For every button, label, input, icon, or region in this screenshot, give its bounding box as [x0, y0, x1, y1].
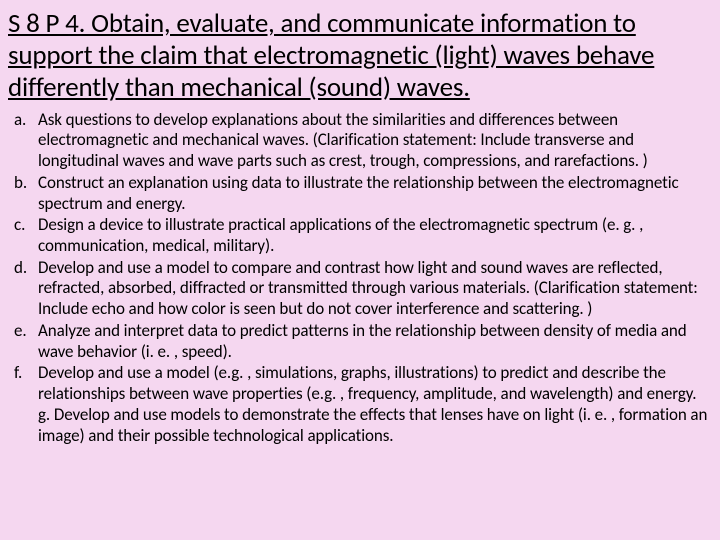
list-item-text: Construct an explanation using data to i… — [38, 173, 708, 214]
list-item-text: Develop and use a model to compare and c… — [38, 258, 708, 320]
list-marker: b. — [8, 173, 38, 214]
list-item-text: Ask questions to develop explanations ab… — [38, 110, 708, 172]
list-marker: c. — [8, 215, 38, 256]
standard-list: a. Ask questions to develop explanations… — [8, 110, 708, 447]
list-item: d. Develop and use a model to compare an… — [8, 258, 708, 320]
list-marker: d. — [8, 258, 38, 320]
list-item-text: Analyze and interpret data to predict pa… — [38, 321, 708, 362]
standard-heading: S 8 P 4. Obtain, evaluate, and communica… — [8, 8, 708, 104]
list-marker: a. — [8, 110, 38, 172]
list-item: b. Construct an explanation using data t… — [8, 173, 708, 214]
list-item: e. Analyze and interpret data to predict… — [8, 321, 708, 362]
list-item-text: Develop and use a model (e.g. , simulati… — [38, 363, 708, 446]
list-item: a. Ask questions to develop explanations… — [8, 110, 708, 172]
list-item: c. Design a device to illustrate practic… — [8, 215, 708, 256]
list-item-text: Design a device to illustrate practical … — [38, 215, 708, 256]
list-marker: e. — [8, 321, 38, 362]
list-item: f. Develop and use a model (e.g. , simul… — [8, 363, 708, 446]
list-marker: f. — [8, 363, 38, 446]
